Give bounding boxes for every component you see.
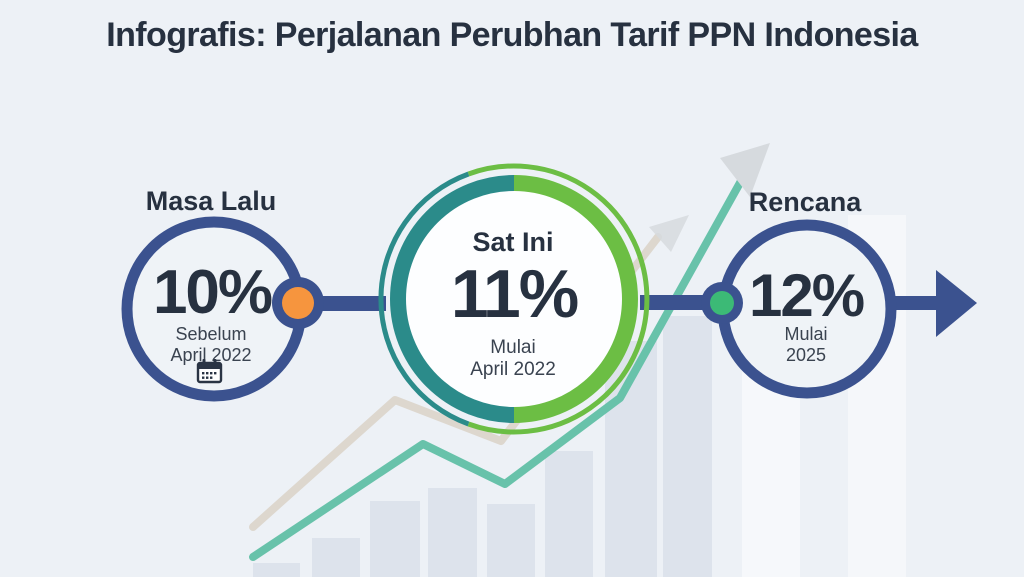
- backdrop-bar: [312, 538, 360, 577]
- forward-arrow: [884, 270, 977, 337]
- backdrop-bar: [663, 316, 712, 577]
- backdrop-bar: [545, 451, 593, 577]
- up-arrow-large: [720, 143, 770, 197]
- present-ring-green-half: [513, 175, 638, 423]
- present-outer-ring-green: [467, 163, 650, 435]
- present-outer-ring-teal: [378, 171, 470, 427]
- stage-plan-label: Rencana: [748, 187, 862, 217]
- stage-plan-note-line1: Mulai: [784, 324, 828, 344]
- stage-present-value: 11%: [450, 256, 579, 332]
- page-title: Infografis: Perjalanan Perubhan Tarif PP…: [106, 16, 918, 54]
- stage-past-note: Sebelum April 2022: [170, 324, 251, 366]
- stage-past-note-line2: April 2022: [170, 345, 252, 366]
- backdrop-bar: [253, 563, 300, 577]
- stage-present-note-line1: Mulai: [490, 337, 536, 358]
- calendar-icon: [196, 359, 223, 384]
- stage-past-note-line1: Sebelum: [175, 324, 247, 344]
- plan-node-green-dot: [701, 282, 743, 324]
- present-circle: [378, 163, 650, 435]
- present-circle-face: [404, 189, 624, 409]
- backdrop-bar: [370, 501, 420, 577]
- stage-present-note-line2: April 2022: [470, 359, 556, 381]
- past-node-orange-dot: [272, 277, 324, 329]
- stage-past-label: Masa Lalu: [145, 186, 277, 216]
- backdrop-bar: [428, 488, 477, 577]
- up-arrow-small: [649, 215, 689, 252]
- stage-plan-note-line2: 2025: [785, 345, 827, 366]
- stage-plan-note: Mulai 2025: [784, 324, 827, 366]
- stage-present-note: Mulai April 2022: [470, 337, 556, 382]
- trend-line-teal: [249, 143, 770, 561]
- stage-past-value: 10%: [152, 258, 273, 327]
- stage-present-label: Sat Ini: [472, 227, 554, 257]
- stage-plan-value: 12%: [748, 262, 865, 329]
- present-ring-teal-half: [390, 175, 515, 423]
- backdrop-bar: [487, 504, 535, 577]
